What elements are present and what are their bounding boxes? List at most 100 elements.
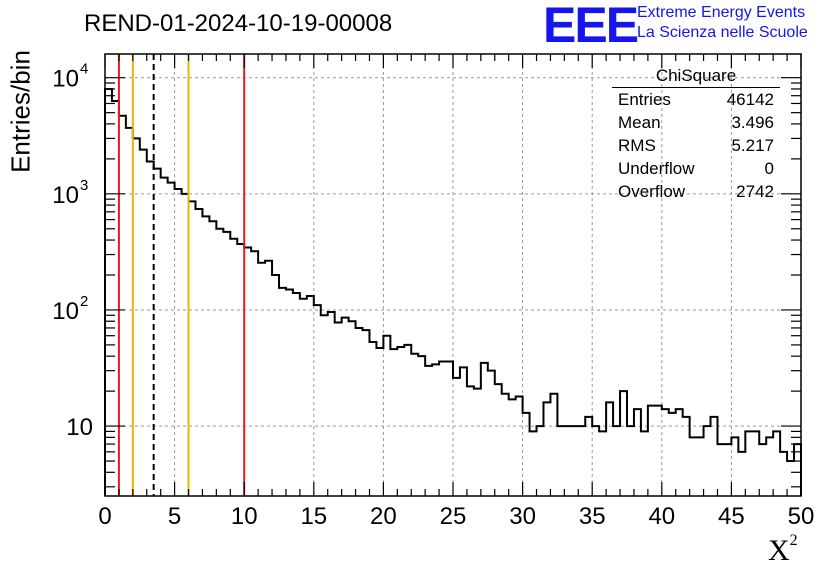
histogram-bin <box>557 426 564 496</box>
histogram-bin <box>223 232 230 496</box>
histogram-bin <box>530 431 537 496</box>
histogram-bin <box>307 296 314 496</box>
x-tick-label: 0 <box>98 503 111 530</box>
histogram-bin <box>690 437 697 496</box>
histogram-bin <box>418 356 425 496</box>
histogram-bin <box>258 263 265 496</box>
histogram-bin <box>244 248 251 496</box>
x-tick-label: 10 <box>231 503 258 530</box>
histogram-bin <box>711 417 718 496</box>
histogram-bin <box>453 378 460 496</box>
x-tick-label: 30 <box>509 503 536 530</box>
stats-row-mean: Mean 3.496 <box>612 111 780 134</box>
histogram-bin <box>349 321 356 496</box>
histogram-bin <box>195 209 202 496</box>
histogram-bin <box>641 431 648 496</box>
histogram-bin <box>126 128 133 496</box>
stats-row-underflow: Underflow 0 <box>612 157 780 180</box>
stats-value: 0 <box>764 159 774 178</box>
histogram-bin <box>439 361 446 496</box>
y-tick-label: 10 <box>52 182 79 209</box>
histogram-series <box>104 87 802 496</box>
cut-lines <box>117 54 246 496</box>
x-tick-label: 45 <box>718 503 745 530</box>
stats-row-entries: Entries 46142 <box>612 88 780 111</box>
histogram-bin <box>766 437 773 496</box>
histogram-bin <box>182 194 189 496</box>
chart-title: REND-01-2024-10-19-00008 <box>84 10 393 37</box>
histogram-bin <box>585 417 592 496</box>
logo-line-1: Extreme Energy Events <box>637 4 806 21</box>
x-tick-label: 20 <box>370 503 397 530</box>
histogram-bin <box>745 431 752 496</box>
y-tick-exponent: 3 <box>80 177 88 194</box>
histogram-bin <box>376 348 383 496</box>
histogram-bin <box>599 431 606 496</box>
histogram-bin <box>300 299 307 496</box>
x-tick-label: 50 <box>788 503 815 530</box>
histogram-bin <box>474 389 481 496</box>
histogram-bin <box>731 437 738 496</box>
histogram-bin <box>606 402 613 496</box>
histogram-bin <box>481 363 488 496</box>
histogram-bin <box>780 452 787 496</box>
histogram-bin <box>404 345 411 496</box>
stats-value: 2742 <box>736 182 774 201</box>
histogram-bin <box>383 336 390 496</box>
histogram-bin <box>787 461 794 496</box>
histogram-bin <box>209 221 216 496</box>
histogram-bin <box>488 371 495 496</box>
histogram-bin <box>627 426 634 496</box>
histogram-bin <box>328 312 335 496</box>
histogram-bin <box>230 239 237 496</box>
histogram-bin <box>432 364 439 496</box>
histogram-bin <box>119 116 126 496</box>
histogram-bin <box>168 183 175 496</box>
y-axis-label: Entries/bin <box>5 50 36 173</box>
histogram-bin <box>133 138 140 496</box>
histogram-bin <box>773 431 780 496</box>
histogram-bin <box>175 189 182 496</box>
stats-rows: Entries 46142 Mean 3.496 RMS 5.217 Underflow 0 O… <box>612 88 780 203</box>
stats-row-rms: RMS 5.217 <box>612 134 780 157</box>
histogram-bin <box>237 244 244 496</box>
x-tick-label: 25 <box>440 503 467 530</box>
histogram-bin <box>293 293 300 496</box>
y-tick-exponent: 4 <box>80 61 88 78</box>
histogram-bin <box>105 89 112 496</box>
histogram-bin <box>342 318 349 496</box>
histogram-bin <box>683 417 690 496</box>
histogram-bin <box>356 328 363 496</box>
histogram-bin <box>390 349 397 496</box>
stats-value: 46142 <box>726 90 774 109</box>
histogram-bin <box>369 342 376 496</box>
histogram-bin <box>704 426 711 496</box>
histogram-bin <box>265 261 272 496</box>
x-tick-label: 5 <box>168 503 181 530</box>
histogram-bin <box>502 394 509 496</box>
histogram-bin <box>592 426 599 496</box>
histogram-layer <box>104 87 802 496</box>
stats-label: Entries <box>618 90 671 109</box>
y-tick-label: 10 <box>66 414 93 441</box>
histogram-bin <box>363 330 370 496</box>
histogram-bin <box>648 406 655 496</box>
histogram-bin <box>425 366 432 496</box>
histogram-bin <box>460 367 467 496</box>
stats-box: ChiSquare Entries 46142 Mean 3.496 RMS 5.217 U… <box>612 66 780 203</box>
histogram-bin <box>314 305 321 496</box>
logo-line-2: La Scienza nelle Scuole <box>637 24 808 41</box>
x-tick-label: 15 <box>300 503 327 530</box>
histogram-bin <box>154 169 161 496</box>
histogram-bin <box>655 406 662 496</box>
y-tick-label: 10 <box>52 66 79 93</box>
eee-logo: EEE <box>543 0 639 53</box>
histogram-bin <box>571 426 578 496</box>
histogram-bin <box>161 178 168 496</box>
histogram-bin <box>669 413 676 496</box>
histogram-bin <box>523 413 530 496</box>
histogram-bin <box>578 426 585 496</box>
y-tick-exponent: 2 <box>80 293 88 310</box>
